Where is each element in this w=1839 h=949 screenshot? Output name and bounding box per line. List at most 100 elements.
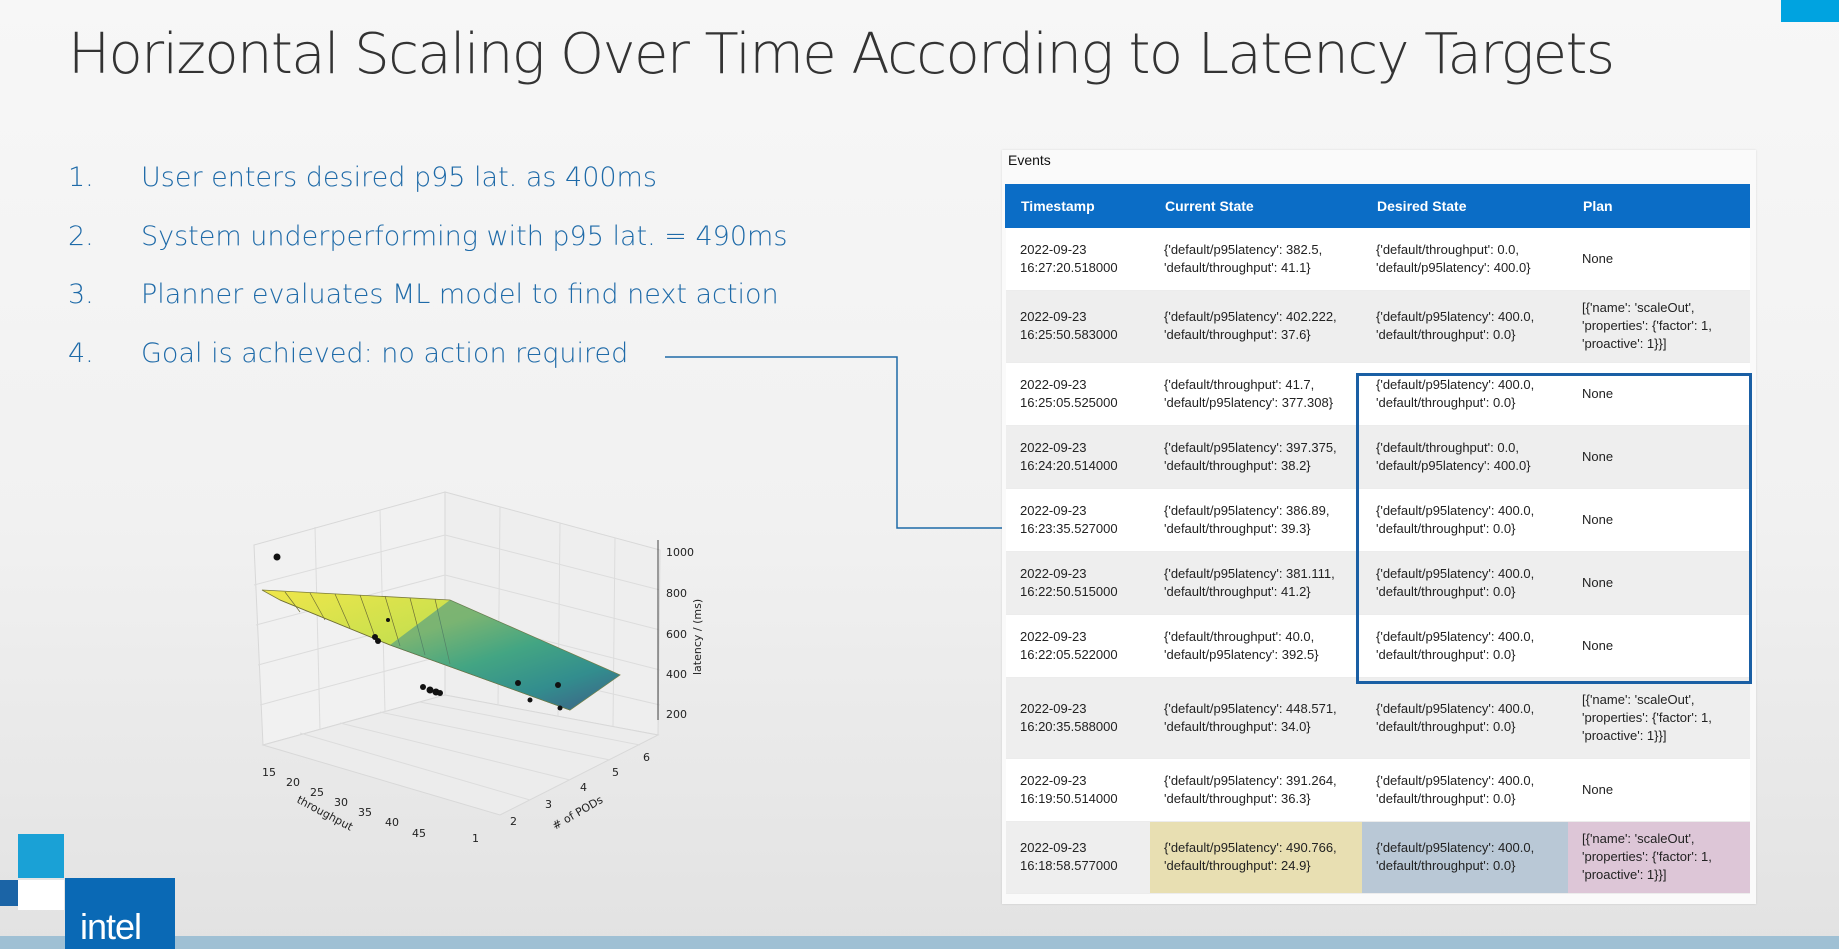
y-tick-label: 2 xyxy=(510,815,517,828)
plan-cell: [{'name': 'scaleOut', 'properties': {'fa… xyxy=(1568,677,1750,759)
z-axis-label: latency / (ms) xyxy=(691,599,704,675)
y-tick-label: 5 xyxy=(612,766,619,779)
current-state-cell: {'default/p95latency': 490.766, 'default… xyxy=(1150,821,1362,894)
plan-cell: None xyxy=(1568,228,1750,291)
timestamp-cell: 2022-09-23 16:22:50.515000 xyxy=(1006,551,1150,615)
y-tick-label: 3 xyxy=(545,798,552,811)
column-header-current-state[interactable]: Current State xyxy=(1149,184,1362,228)
current-state-cell: {'default/p95latency': 397.375, 'default… xyxy=(1150,425,1362,489)
x-tick-label: 20 xyxy=(286,776,300,789)
surface-shadow xyxy=(390,600,620,710)
intel-logo-box xyxy=(65,878,175,949)
plan-cell: None xyxy=(1568,758,1750,822)
plan-cell: None xyxy=(1568,551,1750,615)
timestamp-cell: 2022-09-23 16:25:50.583000 xyxy=(1006,290,1150,363)
step-number: 2. xyxy=(68,221,94,252)
bottom-bar xyxy=(0,936,1839,949)
y-tick-label: 6 xyxy=(643,751,650,764)
x-tick-label: 45 xyxy=(412,827,426,840)
goal-achieved-highlight-box xyxy=(1356,373,1752,684)
table-row[interactable]: 2022-09-23 16:27:20.518000 {'default/p95… xyxy=(1006,228,1750,291)
column-header-timestamp[interactable]: Timestamp xyxy=(1005,184,1150,228)
step-number: 3. xyxy=(68,279,94,310)
timestamp-cell: 2022-09-23 16:18:58.577000 xyxy=(1006,821,1150,894)
timestamp-cell: 2022-09-23 16:23:35.527000 xyxy=(1006,488,1150,552)
x-tick-labels: 15 20 25 30 35 40 45 xyxy=(262,766,426,840)
z-tick-label: 800 xyxy=(666,587,687,600)
table-row[interactable]: 2022-09-23 16:20:35.588000 {'default/p95… xyxy=(1006,677,1750,759)
brand-square-light xyxy=(18,834,64,878)
plan-cell: None xyxy=(1568,362,1750,426)
current-state-cell: {'default/throughput': 41.7, 'default/p9… xyxy=(1150,362,1362,426)
step-number: 4. xyxy=(68,338,94,369)
z-tick-label: 600 xyxy=(666,628,687,641)
events-title: Events xyxy=(1008,152,1051,168)
timestamp-cell: 2022-09-23 16:19:50.514000 xyxy=(1006,758,1150,822)
y-tick-labels: 1 2 3 4 5 6 xyxy=(472,751,650,845)
current-state-cell: {'default/p95latency': 448.571, 'default… xyxy=(1150,677,1362,759)
step-text: Planner evaluates ML model to find next … xyxy=(141,279,779,310)
desired-state-cell: {'default/p95latency': 400.0, 'default/t… xyxy=(1362,614,1568,678)
z-tick-label: 200 xyxy=(666,708,687,721)
x-tick-label: 25 xyxy=(310,786,324,799)
table-row[interactable]: 2022-09-23 16:25:50.583000 {'default/p95… xyxy=(1006,290,1750,363)
table-row[interactable]: 2022-09-23 16:22:50.515000 {'default/p95… xyxy=(1006,551,1750,615)
current-state-cell: {'default/p95latency': 382.5, 'default/t… xyxy=(1150,228,1362,291)
current-state-cell: {'default/p95latency': 391.264, 'default… xyxy=(1150,758,1362,822)
x-tick-label: 40 xyxy=(385,816,399,829)
column-header-desired-state[interactable]: Desired State xyxy=(1361,184,1568,228)
desired-state-cell: {'default/p95latency': 400.0, 'default/t… xyxy=(1362,821,1568,894)
z-tick-label: 400 xyxy=(666,668,687,681)
table-row[interactable]: 2022-09-23 16:23:35.527000 {'default/p95… xyxy=(1006,488,1750,552)
table-row[interactable]: 2022-09-23 16:19:50.514000 {'default/p95… xyxy=(1006,758,1750,822)
plot-floor xyxy=(261,694,660,816)
slide-title: Horizontal Scaling Over Time According t… xyxy=(68,22,1615,87)
y-axis-label: # of PODs xyxy=(550,793,605,833)
timestamp-cell: 2022-09-23 16:27:20.518000 xyxy=(1006,228,1150,291)
current-state-cell: {'default/p95latency': 402.222, 'default… xyxy=(1150,290,1362,363)
desired-state-cell: {'default/throughput': 0.0, 'default/p95… xyxy=(1362,228,1568,291)
y-tick-label: 1 xyxy=(472,832,479,845)
current-state-cell: {'default/p95latency': 381.111, 'default… xyxy=(1150,551,1362,615)
x-tick-label: 15 xyxy=(262,766,276,779)
timestamp-cell: 2022-09-23 16:20:35.588000 xyxy=(1006,677,1150,759)
brand-square-white xyxy=(18,880,64,910)
plan-cell: None xyxy=(1568,425,1750,489)
desired-state-cell: {'default/throughput': 0.0, 'default/p95… xyxy=(1362,425,1568,489)
z-tick-label: 1000 xyxy=(666,546,694,559)
step-number: 1. xyxy=(68,162,94,193)
table-row[interactable]: 2022-09-23 16:18:58.577000 {'default/p95… xyxy=(1006,821,1750,894)
table-row[interactable]: 2022-09-23 16:25:05.525000 {'default/thr… xyxy=(1006,362,1750,426)
intel-logo: intel xyxy=(80,906,142,947)
current-state-cell: {'default/throughput': 40.0, 'default/p9… xyxy=(1150,614,1362,678)
plan-cell: [{'name': 'scaleOut', 'properties': {'fa… xyxy=(1568,821,1750,894)
timestamp-cell: 2022-09-23 16:22:05.522000 xyxy=(1006,614,1150,678)
timestamp-cell: 2022-09-23 16:24:20.514000 xyxy=(1006,425,1150,489)
desired-state-cell: {'default/p95latency': 400.0, 'default/t… xyxy=(1362,758,1568,822)
plan-cell: None xyxy=(1568,614,1750,678)
column-header-plan[interactable]: Plan xyxy=(1567,184,1750,228)
current-state-cell: {'default/p95latency': 386.89, 'default/… xyxy=(1150,488,1362,552)
table-row[interactable]: 2022-09-23 16:22:05.522000 {'default/thr… xyxy=(1006,614,1750,678)
step-text: System underperforming with p95 lat. = 4… xyxy=(141,221,788,252)
brand-square-dark xyxy=(0,880,18,906)
observed-points xyxy=(273,553,563,711)
step-text: Goal is achieved: no action required xyxy=(141,338,629,369)
desired-state-cell: {'default/p95latency': 400.0, 'default/t… xyxy=(1362,290,1568,363)
events-panel: Events Timestamp Current State Desired S… xyxy=(1002,150,1756,904)
events-table: Timestamp Current State Desired State Pl… xyxy=(1005,184,1750,894)
x-tick-label: 35 xyxy=(358,806,372,819)
events-header-row: Timestamp Current State Desired State Pl… xyxy=(1005,184,1750,228)
plan-cell: [{'name': 'scaleOut', 'properties': {'fa… xyxy=(1568,290,1750,363)
y-tick-label: 4 xyxy=(580,781,587,794)
desired-state-cell: {'default/p95latency': 400.0, 'default/t… xyxy=(1362,488,1568,552)
z-tick-labels: 200 400 600 800 1000 xyxy=(666,546,694,721)
desired-state-cell: {'default/p95latency': 400.0, 'default/t… xyxy=(1362,362,1568,426)
table-row[interactable]: 2022-09-23 16:24:20.514000 {'default/p95… xyxy=(1006,425,1750,489)
x-tick-label: 30 xyxy=(334,796,348,809)
latency-surface-plot: 200 400 600 800 1000 latency / (ms) 15 2… xyxy=(253,491,704,845)
timestamp-cell: 2022-09-23 16:25:05.525000 xyxy=(1006,362,1150,426)
desired-state-cell: {'default/p95latency': 400.0, 'default/t… xyxy=(1362,551,1568,615)
corner-accent xyxy=(1781,0,1839,22)
step-text: User enters desired p95 lat. as 400ms xyxy=(141,162,657,193)
